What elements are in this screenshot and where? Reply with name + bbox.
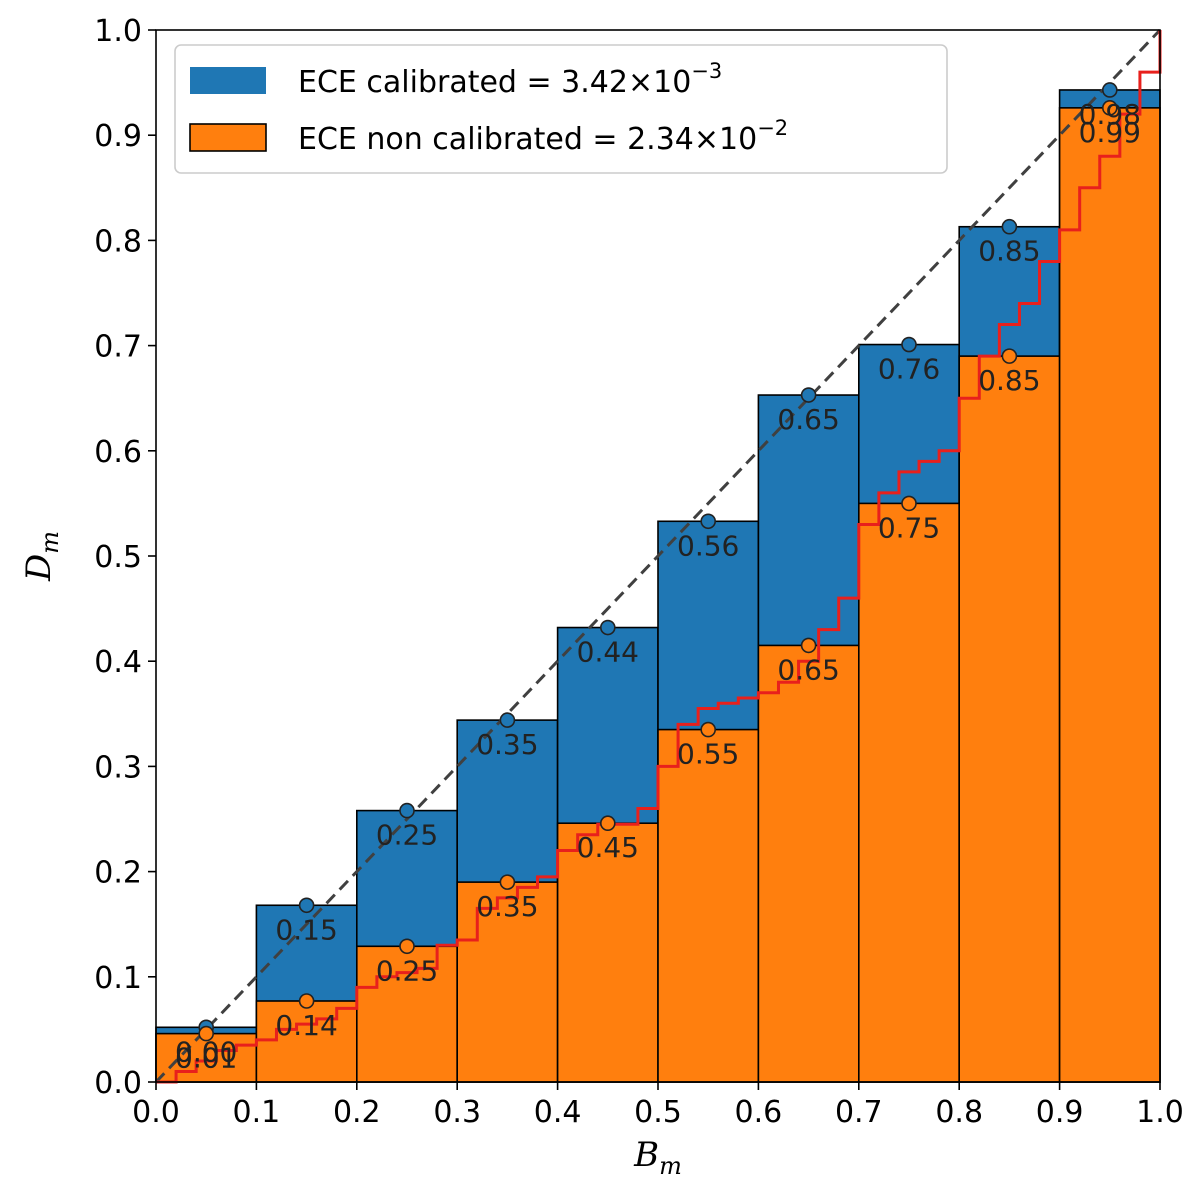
y-tick-label-6: 0.6 (94, 435, 142, 470)
bin-labels-layer: 0.000.01 0.15 0.14 0.25 0.25 0.35 0.35 0.44 0.45… (175, 98, 1141, 1075)
marker-calibrated-6 (800, 387, 817, 403)
bin-label-calibrated-9: 0.98 (1079, 98, 1141, 131)
axes-layer: 0.0 0.1 0.2 0.3 0.4 0.5 0.6 0.7 0.8 0.9 1.0 0.0 0.1 0… (94, 14, 1184, 1130)
bin-label-non-calibrated-0: 0.01 (175, 1042, 237, 1075)
legend-swatch-calibrated (190, 67, 266, 94)
red-step-line (156, 30, 1162, 1084)
bin-label-calibrated-0: 0.00 (175, 1035, 237, 1068)
legend-label-calibrated: ECE calibrated = 3.42×10−3 (298, 59, 722, 100)
bin-label-non-calibrated-9: 0.99 (1079, 116, 1141, 149)
bin-label-non-calibrated-5: 0.55 (677, 738, 739, 771)
legend-label-calibrated-main: ECE calibrated = 3.42×10 (298, 65, 691, 100)
x-tick-label-7: 0.7 (835, 1095, 883, 1130)
x-tick-label-9: 0.9 (1036, 1095, 1084, 1130)
bin-label-non-calibrated-4: 0.45 (577, 831, 639, 864)
y-tick-label-5: 0.5 (94, 540, 142, 575)
marker-calibrated-7 (901, 336, 917, 353)
marker-calibrated-9 (1102, 82, 1118, 98)
bar-non-calibrated-6 (757, 644, 860, 1083)
marker-calibrated-8 (1001, 218, 1018, 235)
bar-non-calibrated-9 (1058, 107, 1161, 1083)
legend-label-non-calibrated-exp: −2 (757, 116, 788, 140)
bin-label-calibrated-4: 0.44 (577, 636, 639, 669)
bar-non-calibrated-7 (857, 502, 960, 1083)
y-tick-label-8: 0.8 (94, 224, 142, 259)
bin-label-non-calibrated-7: 0.75 (878, 511, 940, 544)
y-tick-label-1: 0.1 (94, 961, 142, 996)
x-tick-label-0: 0.0 (132, 1095, 180, 1130)
marker-non-calibrated-9 (1102, 100, 1118, 116)
bar-non-calibrated-5 (657, 728, 760, 1083)
bin-label-non-calibrated-8: 0.85 (978, 364, 1040, 397)
marker-calibrated-1 (298, 897, 315, 914)
legend: ECE calibrated = 3.42×10−3 ECE non calib… (174, 44, 948, 174)
x-tick-label-8: 0.8 (935, 1095, 983, 1130)
bin-label-non-calibrated-3: 0.35 (476, 890, 538, 923)
y-tick-label-2: 0.2 (94, 856, 142, 891)
bin-label-calibrated-5: 0.56 (677, 529, 739, 562)
bin-label-calibrated-8: 0.85 (978, 235, 1040, 268)
x-axis-label-sub: m (659, 1152, 682, 1180)
bar-non-calibrated-4 (556, 822, 659, 1083)
marker-non-calibrated-4 (599, 815, 616, 832)
marker-non-calibrated-1 (298, 993, 315, 1009)
legend-swatch-non-calibrated (189, 123, 267, 152)
legend-box (174, 44, 948, 174)
marker-non-calibrated-2 (399, 938, 415, 955)
marker-calibrated-2 (399, 802, 415, 819)
marker-non-calibrated-3 (499, 874, 516, 890)
bin-label-non-calibrated-6: 0.65 (777, 653, 839, 686)
marker-non-calibrated-5 (700, 721, 717, 738)
legend-label-calibrated-exp: −3 (691, 59, 722, 83)
bin-label-non-calibrated-1: 0.14 (275, 1009, 337, 1042)
y-axis-label-sub: m (36, 531, 64, 554)
y-tick-label-9: 0.9 (94, 119, 142, 154)
bin-label-calibrated-3: 0.35 (476, 728, 538, 761)
x-tick-label-3: 0.3 (433, 1095, 481, 1130)
y-axis-label-main: D (19, 554, 59, 582)
bar-non-calibrated-8 (958, 355, 1061, 1083)
legend-label-non-calibrated: ECE non calibrated = 2.34×10−2 (298, 116, 788, 157)
diagonal-reference-line (154, 28, 1162, 1084)
markers-layer (198, 82, 1118, 1042)
marker-calibrated-3 (499, 712, 516, 728)
bin-label-calibrated-6: 0.65 (777, 403, 839, 436)
marker-non-calibrated-8 (1001, 348, 1018, 364)
marker-non-calibrated-6 (800, 637, 817, 654)
x-tick-label-4: 0.4 (534, 1095, 582, 1130)
bin-label-calibrated-1: 0.15 (275, 913, 337, 946)
y-axis-label: Dm (19, 531, 64, 582)
lines-layer (154, 28, 1162, 1084)
x-tick-label-2: 0.2 (333, 1095, 381, 1130)
y-tick-label-4: 0.4 (94, 645, 142, 680)
x-axis-label-main: B (633, 1135, 659, 1175)
y-tick-label-7: 0.7 (94, 330, 142, 365)
marker-non-calibrated-7 (901, 495, 917, 512)
x-tick-label-10: 1.0 (1136, 1095, 1184, 1130)
y-tick-label-0: 0.0 (94, 1066, 142, 1101)
y-tick-label-10: 1.0 (94, 14, 142, 49)
x-tick-label-6: 0.6 (735, 1095, 783, 1130)
bin-label-non-calibrated-2: 0.25 (376, 954, 438, 987)
marker-non-calibrated-0 (198, 1025, 214, 1042)
marker-calibrated-4 (599, 619, 616, 636)
x-tick-label-5: 0.5 (634, 1095, 682, 1130)
legend-label-non-calibrated-main: ECE non calibrated = 2.34×10 (298, 122, 757, 157)
x-axis-label: Bm (633, 1135, 682, 1180)
marker-calibrated-5 (700, 513, 717, 530)
bin-label-calibrated-7: 0.76 (878, 353, 940, 386)
y-tick-label-3: 0.3 (94, 750, 142, 785)
x-tick-label-1: 0.1 (233, 1095, 281, 1130)
bar-non-calibrated-1 (255, 1000, 358, 1083)
bin-label-calibrated-2: 0.25 (376, 819, 438, 852)
